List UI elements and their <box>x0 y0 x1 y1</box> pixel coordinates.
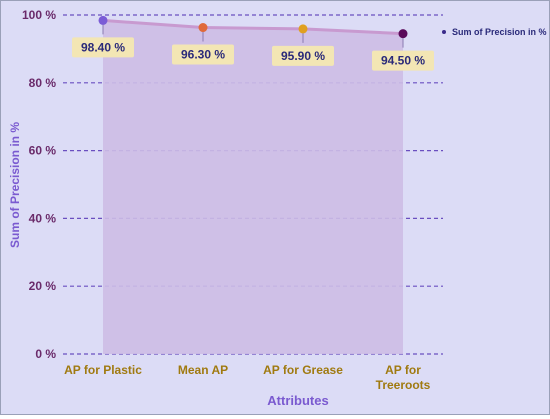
data-label-box <box>372 50 434 71</box>
x-tick-label: Mean AP <box>178 363 228 377</box>
data-label-box <box>72 37 134 58</box>
y-tick-label: 20 % <box>29 279 57 293</box>
x-tick-label: AP for Plastic <box>64 363 142 377</box>
y-axis-title: Sum of Precision in % <box>8 122 22 248</box>
data-point <box>398 29 408 39</box>
y-axis-ticks: 0 % 20 % 40 % 60 % 80 % 100 % <box>22 8 56 361</box>
legend: Sum of Precision in % <box>442 27 547 37</box>
y-tick-label: 80 % <box>29 76 57 90</box>
x-axis-title: Attributes <box>267 393 328 408</box>
data-label: 94.50 % <box>381 54 425 68</box>
x-axis-ticks: AP for Plastic Mean AP AP for Grease AP for… <box>64 363 431 392</box>
y-tick-label: 40 % <box>29 211 57 225</box>
y-tick-label: 100 % <box>22 8 56 22</box>
data-label-box <box>272 45 334 66</box>
series-line <box>102 18 404 36</box>
legend-series-label: Sum of Precision in % <box>452 27 547 37</box>
data-point <box>298 24 308 34</box>
series-area <box>103 20 403 354</box>
y-tick-label: 0 % <box>35 347 56 361</box>
area-layer <box>102 18 404 354</box>
data-point <box>198 23 208 33</box>
data-label: 96.30 % <box>181 48 225 62</box>
x-tick-label: AP for Grease <box>263 363 343 377</box>
data-point <box>98 15 108 25</box>
data-label-box <box>172 44 234 65</box>
data-label: 95.90 % <box>281 49 325 63</box>
data-labels: 98.40 % 96.30 % 95.90 % 94.50 % <box>72 20 434 71</box>
legend-marker <box>442 30 446 34</box>
data-label: 98.40 % <box>81 40 125 54</box>
y-tick-label: 60 % <box>29 144 57 158</box>
data-points <box>98 15 408 39</box>
x-tick-label: AP for Treeroots <box>376 363 431 392</box>
